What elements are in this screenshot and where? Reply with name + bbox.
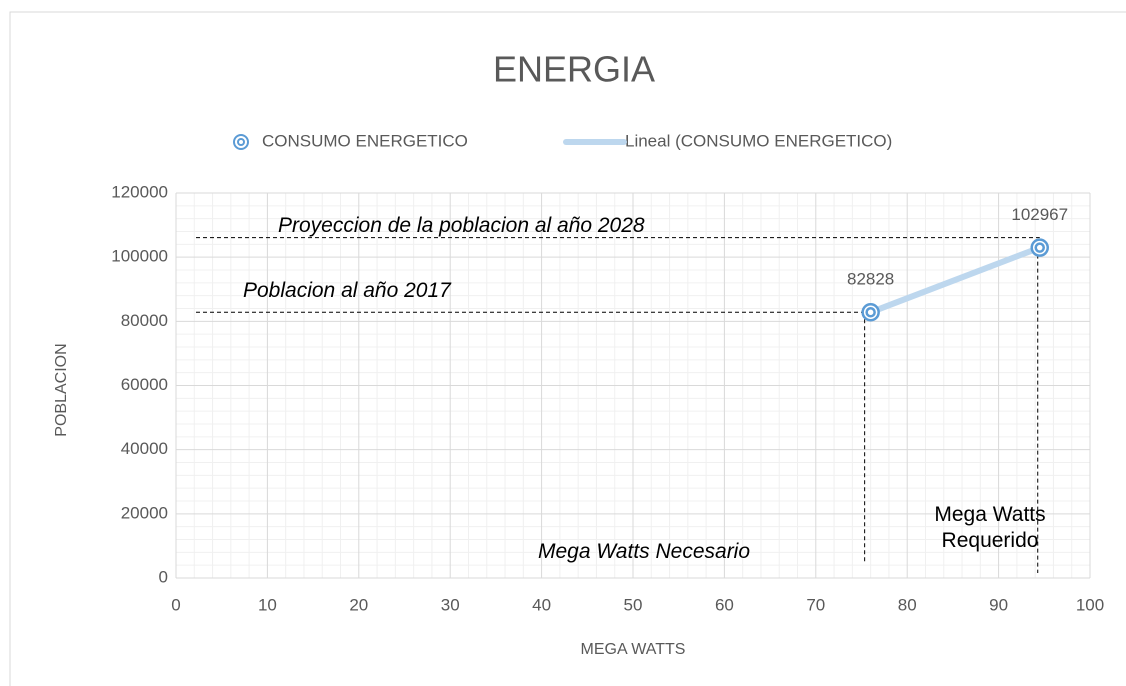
y-tick-label: 60000	[121, 375, 168, 394]
chart-title: ENERGIA	[493, 49, 655, 90]
point-inner	[865, 307, 876, 318]
annotation: Mega Watts Requerido	[934, 503, 1046, 552]
point-inner	[1034, 242, 1045, 253]
x-tick-label: 10	[258, 595, 277, 614]
x-tick-label: 30	[441, 595, 460, 614]
annotation: Poblacion al año 2017	[243, 279, 451, 302]
y-tick-label: 20000	[121, 503, 168, 522]
x-tick-label: 60	[715, 595, 734, 614]
y-tick-label: 80000	[121, 311, 168, 330]
y-tick-label: 0	[159, 567, 168, 586]
legend-label: Lineal (CONSUMO ENERGETICO)	[625, 131, 892, 150]
data-label: 82828	[847, 270, 894, 289]
y-tick-label: 40000	[121, 439, 168, 458]
x-tick-label: 20	[349, 595, 368, 614]
y-tick-label: 120000	[111, 182, 168, 201]
legend-label: CONSUMO ENERGETICO	[262, 131, 468, 150]
x-tick-label: 90	[989, 595, 1008, 614]
legend-marker	[237, 138, 245, 146]
annotation: Mega Watts Necesario	[538, 540, 751, 563]
x-tick-label: 0	[171, 595, 180, 614]
chart-border	[9, 11, 1126, 686]
trendline	[869, 244, 1041, 316]
x-tick-label: 70	[806, 595, 825, 614]
y-axis-title: POBLACION	[53, 343, 70, 436]
x-tick-label: 80	[898, 595, 917, 614]
x-tick-label: 50	[624, 595, 643, 614]
data-label: 102967	[1011, 205, 1068, 224]
x-tick-label: 100	[1076, 595, 1104, 614]
annotation: Proyeccion de la poblacion al año 2028	[278, 214, 645, 237]
x-tick-label: 40	[532, 595, 551, 614]
x-axis-title: MEGA WATTS	[581, 641, 686, 658]
y-tick-label: 100000	[111, 247, 168, 266]
